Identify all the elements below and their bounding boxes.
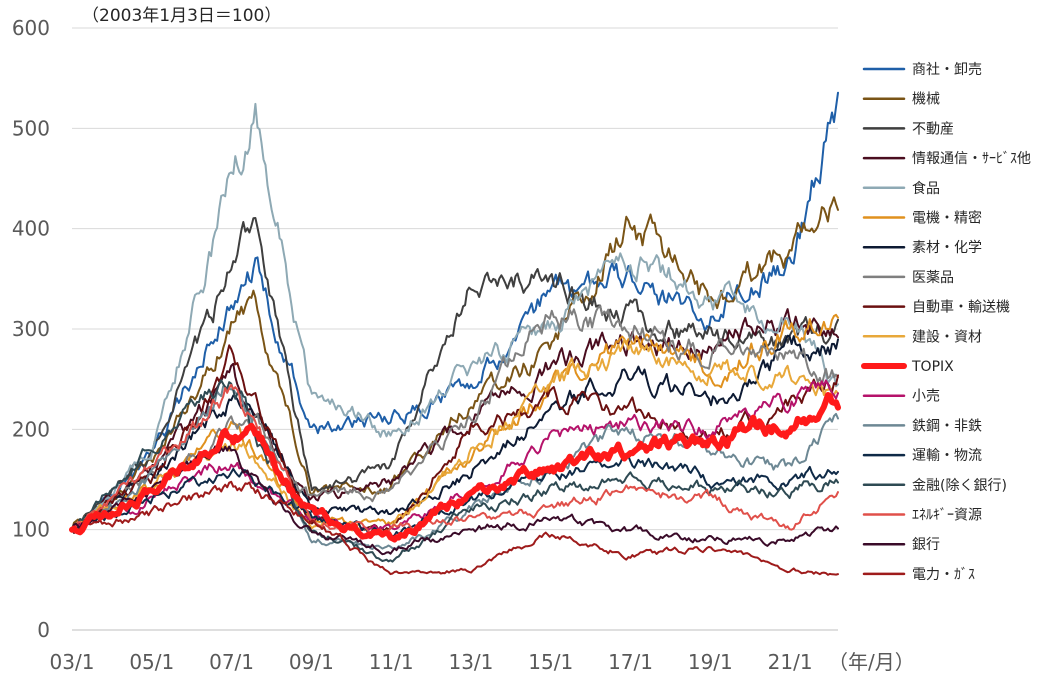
y-tick-label: 500 xyxy=(12,116,50,140)
x-tick-label: 05/1 xyxy=(129,650,174,674)
legend-label: 素材・化学 xyxy=(912,240,982,256)
legend-label: 電機・精密 xyxy=(912,210,982,227)
y-tick-label: 400 xyxy=(12,217,50,241)
legend-label: 不動産 xyxy=(912,121,954,137)
legend-label: 銀行 xyxy=(912,537,940,553)
legend-label: ｴﾈﾙｷﾞｰ資源 xyxy=(912,508,982,524)
chart-subtitle: （2003年1月3日＝100） xyxy=(82,6,281,26)
series-lines xyxy=(69,91,841,576)
x-axis: 03/1 05/1 07/1 09/1 11/1 13/1 15/1 17/1 19/1 21/1 xyxy=(50,650,813,674)
series-line-6 xyxy=(71,313,839,533)
legend-label: 機械 xyxy=(912,92,940,108)
x-tick-label: 09/1 xyxy=(289,650,334,674)
y-tick-label: 100 xyxy=(12,518,50,542)
y-axis: 0 100 200 300 400 500 600 xyxy=(12,16,838,642)
series-line-3 xyxy=(71,217,839,531)
y-tick-label: 300 xyxy=(12,317,50,341)
series-line-16 xyxy=(71,383,839,536)
x-tick-label: 15/1 xyxy=(528,650,573,674)
x-axis-label: （年/月） xyxy=(828,650,915,674)
y-tick-label: 600 xyxy=(12,16,50,40)
legend-label: 建設・資材 xyxy=(912,329,982,345)
y-tick-label: 0 xyxy=(37,618,50,642)
x-tick-label: 19/1 xyxy=(688,650,733,674)
x-tick-label: 11/1 xyxy=(369,650,414,674)
series-line-12 xyxy=(71,379,839,534)
series-line-4 xyxy=(71,308,839,531)
legend-label: 鉄鋼・非鉄 xyxy=(912,418,982,434)
legend-label: 小売 xyxy=(912,389,940,405)
legend-label: 食品 xyxy=(912,180,940,197)
legend-label: 商社・卸売 xyxy=(912,62,982,78)
series-line-15 xyxy=(71,379,839,563)
x-tick-label: 17/1 xyxy=(608,650,653,674)
x-tick-label: 21/1 xyxy=(768,650,813,674)
legend-label: 情報通信・ｻｰﾋﾞｽ他 xyxy=(912,151,1031,167)
legend-label: 自動車・輸送機 xyxy=(912,299,1010,316)
legend-label: 金融(除く銀行) xyxy=(912,478,1007,494)
x-tick-label: 13/1 xyxy=(448,650,493,674)
x-tick-label: 03/1 xyxy=(50,650,95,674)
legend-label: 電力・ｶﾞｽ xyxy=(912,567,975,583)
series-line-11 xyxy=(69,392,841,543)
series-line-7 xyxy=(71,334,839,531)
legend: 商社・卸売機械不動産情報通信・ｻｰﾋﾞｽ他食品電機・精密素材・化学医薬品自動車・… xyxy=(861,62,1031,583)
legend-label: 医薬品 xyxy=(912,270,954,286)
legend-label: TOPIX xyxy=(911,359,954,375)
x-tick-label: 07/1 xyxy=(209,650,254,674)
legend-label: 運輸・物流 xyxy=(912,448,982,464)
y-tick-label: 200 xyxy=(12,417,50,441)
series-line-18 xyxy=(71,480,839,576)
series-line-5 xyxy=(71,102,839,531)
series-line-1 xyxy=(71,91,839,532)
